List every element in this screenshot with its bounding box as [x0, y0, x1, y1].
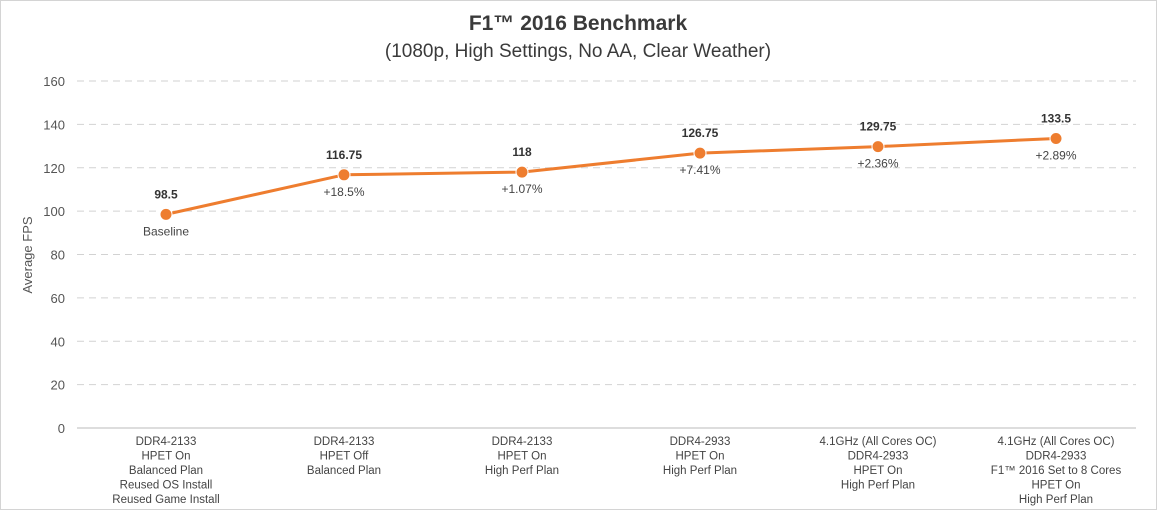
series-line: [165, 136, 1057, 216]
x-category-label-line: DDR4-2133: [492, 436, 553, 448]
x-category-label-line: 4.1GHz (All Cores OC): [998, 436, 1115, 448]
value-label: 116.75: [326, 148, 362, 162]
x-category-label-line: Balanced Plan: [307, 465, 381, 477]
grid-lines: [77, 80, 1136, 429]
data-point: [337, 168, 351, 182]
change-label: +2.36%: [857, 157, 898, 171]
y-tick-label: 120: [43, 161, 65, 176]
value-label: 98.5: [154, 187, 178, 201]
x-category-labels: DDR4-2133 HPET On Balanced Plan Reused OS I…: [112, 436, 1121, 506]
chart-title: F1™ 2016 Benchmark: [469, 12, 688, 35]
x-category-label-line: Reused OS Install: [120, 480, 213, 492]
data-point: [1049, 131, 1063, 145]
change-label: +2.89%: [1035, 148, 1076, 162]
x-category-label-line: HPET On: [1032, 480, 1081, 492]
chart-subtitle: (1080p, High Settings, No AA, Clear Weat…: [385, 41, 771, 62]
x-category-label-line: Reused Game Install: [112, 494, 219, 506]
value-label: 118: [512, 145, 532, 159]
y-axis-title: Average FPS: [20, 216, 35, 293]
x-category-label-line: DDR4-2133: [314, 436, 375, 448]
y-tick-label: 60: [51, 291, 65, 306]
change-label: +7.41%: [679, 163, 720, 177]
y-tick-label: 140: [43, 117, 65, 132]
value-label: 129.75: [860, 120, 897, 134]
change-label: Baseline: [143, 224, 189, 238]
x-category-label-line: DDR4-2133: [136, 436, 197, 448]
y-tick-label: 160: [43, 74, 65, 89]
data-point: [871, 140, 885, 154]
data-point: [693, 146, 707, 160]
data-point: [159, 207, 173, 221]
x-category-label: DDR4-2133 HPET On High Perf Plan: [485, 436, 559, 477]
change-label: +1.07%: [501, 182, 542, 196]
x-category-label: DDR4-2933 HPET On High Perf Plan: [663, 436, 737, 477]
x-category-label-line: HPET On: [854, 465, 903, 477]
x-category-label: 4.1GHz (All Cores OC) DDR4-2933 F1™ 2016 S…: [991, 436, 1122, 506]
x-category-label: 4.1GHz (All Cores OC) DDR4-2933 HPET On Hig…: [820, 436, 937, 492]
x-category-label-line: High Perf Plan: [485, 465, 559, 477]
x-category-label-line: DDR4-2933: [848, 451, 909, 463]
x-category-label-line: High Perf Plan: [663, 465, 737, 477]
x-category-label-line: DDR4-2933: [1026, 451, 1087, 463]
x-category-label-line: F1™ 2016 Set to 8 Cores: [991, 465, 1122, 477]
x-category-label: DDR4-2133 HPET Off Balanced Plan: [307, 436, 381, 477]
value-label: 133.5: [1041, 111, 1071, 125]
data-labels: 98.5 Baseline 116.75 +18.5% 118 +1.07% 126.75 +…: [143, 111, 1077, 238]
y-tick-label: 0: [58, 421, 65, 436]
y-tick-label: 20: [51, 378, 65, 393]
data-point: [515, 165, 529, 179]
x-category-label-line: HPET On: [142, 451, 191, 463]
x-category-label-line: HPET On: [676, 451, 725, 463]
y-tick-label: 40: [51, 334, 65, 349]
value-label: 126.75: [682, 126, 719, 140]
x-category-label-line: 4.1GHz (All Cores OC): [820, 436, 937, 448]
y-tick-label: 80: [51, 248, 65, 263]
x-category-label-line: HPET On: [498, 451, 547, 463]
data-points: [159, 131, 1063, 221]
x-category-label-line: High Perf Plan: [1019, 494, 1093, 506]
y-tick-labels: 0 20 40 60 80 100 120 140 160: [43, 74, 65, 436]
x-category-label-line: Balanced Plan: [129, 465, 203, 477]
x-category-label-line: HPET Off: [320, 451, 370, 463]
x-category-label-line: DDR4-2933: [670, 436, 731, 448]
y-tick-label: 100: [43, 204, 65, 219]
change-label: +18.5%: [323, 185, 364, 199]
x-category-label: DDR4-2133 HPET On Balanced Plan Reused OS I…: [112, 436, 219, 506]
x-category-label-line: High Perf Plan: [841, 480, 915, 492]
series-polyline: [165, 136, 1057, 216]
